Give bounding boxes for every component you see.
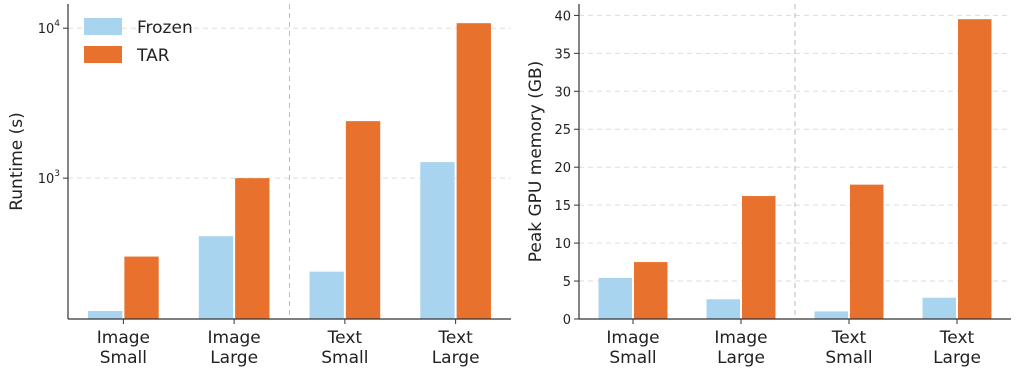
panel1-ylabel: Runtime (s) [7,112,27,211]
panel2-bar-frozen-3 [814,311,848,319]
panel2-bar-tar-4 [958,19,992,319]
panel1-bar-frozen-4 [420,162,455,319]
legend-swatch-tar [84,46,122,63]
panel2-ytick-label: 40 [554,9,571,24]
panel2-xtick-label: Text [831,328,867,348]
legend-swatch-frozen [84,18,122,35]
panel1-bar-frozen-2 [198,236,234,319]
panel1-xtick-label: Text [327,328,363,348]
legend-label-frozen: Frozen [137,18,193,38]
legend-label-tar: TAR [136,46,170,66]
panel1-bar-frozen-1 [88,311,123,319]
panel2-xtick-label: Large [717,348,765,368]
panel2-ytick-label: 20 [554,161,571,176]
panel1-xtick-label: Large [432,348,480,368]
panel2-bar-frozen-2 [706,299,740,319]
panel2-ytick-label: 5 [563,275,571,290]
panel1-bar-frozen-3 [309,271,344,319]
panel2-xtick-label: Image [606,328,659,348]
panel2-xtick-label: Small [825,348,872,368]
panel1-xtick-label: Large [210,348,258,368]
panel2-ylabel: Peak GPU memory (GB) [526,61,546,263]
panel2-bar-tar-2 [742,196,776,319]
panel1-ytick-label: 103 [38,169,60,187]
panel1-xtick-label: Image [97,328,150,348]
panel1-xtick-label: Small [100,348,147,368]
panel2-xtick-label: Small [609,348,656,368]
panel1-xtick-label: Small [321,348,368,368]
panel2-xtick-label: Text [939,328,975,348]
panel2-ytick-label: 15 [554,199,571,214]
panel2-bar-tar-1 [634,262,668,319]
panel2-xtick-label: Large [933,348,981,368]
panel2-bar-tar-3 [850,184,884,319]
panel2-bar-frozen-4 [922,297,956,319]
panel1-bar-tar-2 [235,178,270,319]
panel1-bar-tar-3 [345,121,381,319]
panel2-xtick-label: Image [714,328,767,348]
panel1-xtick-label: Text [437,328,473,348]
panel2-ytick-label: 30 [554,85,571,100]
panel1-ytick-label: 104 [38,19,61,37]
panel2-ytick-label: 0 [563,313,571,328]
panel1-bar-tar-1 [124,256,159,319]
panel2-ytick-label: 25 [554,123,571,138]
panel1-xtick-label: Image [208,328,261,348]
panel2-bar-frozen-1 [598,278,632,319]
panel1-bar-tar-4 [456,23,491,319]
panel2-ytick-label: 35 [554,47,571,62]
panel2-ytick-label: 10 [554,237,571,252]
